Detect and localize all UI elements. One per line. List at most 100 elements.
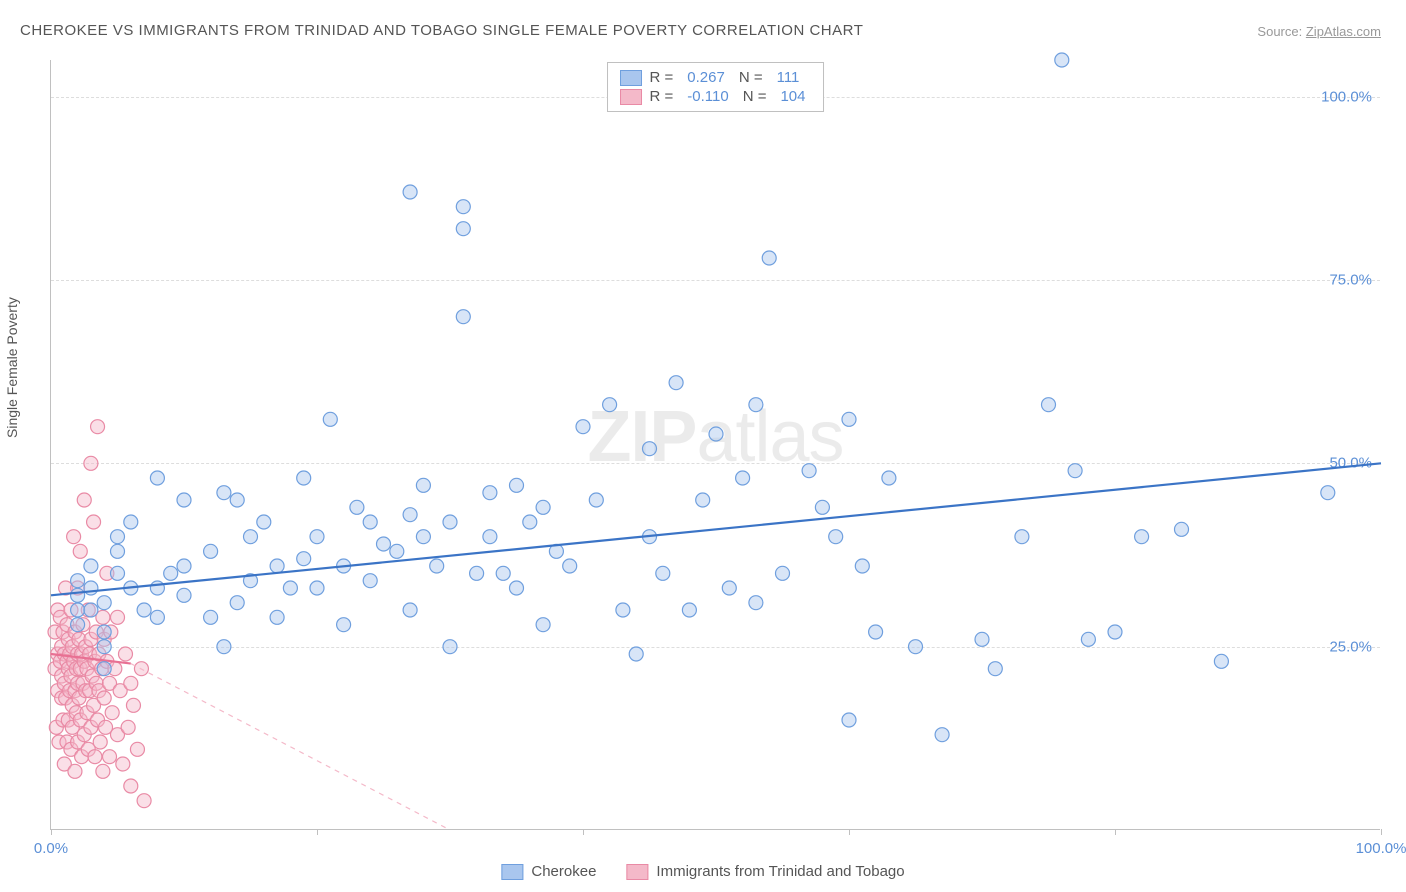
scatter-point (270, 610, 284, 624)
scatter-point (483, 486, 497, 500)
scatter-point (137, 794, 151, 808)
scatter-point (1108, 625, 1122, 639)
scatter-point (749, 398, 763, 412)
scatter-point (88, 750, 102, 764)
scatter-point (456, 200, 470, 214)
scatter-plot-svg (51, 60, 1380, 829)
scatter-point (430, 559, 444, 573)
series-name-0: Cherokee (531, 863, 596, 880)
scatter-point (124, 779, 138, 793)
legend-row-series-1: R = -0.110 N = 104 (620, 88, 812, 105)
scatter-point (696, 493, 710, 507)
scatter-point (84, 603, 98, 617)
scatter-point (93, 735, 107, 749)
scatter-point (270, 559, 284, 573)
scatter-point (97, 691, 111, 705)
scatter-point (456, 222, 470, 236)
scatter-point (116, 757, 130, 771)
scatter-point (603, 398, 617, 412)
scatter-point (68, 764, 82, 778)
scatter-point (643, 442, 657, 456)
scatter-point (842, 412, 856, 426)
scatter-point (510, 478, 524, 492)
scatter-point (855, 559, 869, 573)
legend-row-series-0: R = 0.267 N = 111 (620, 69, 812, 86)
scatter-point (71, 618, 85, 632)
plot-area: 25.0%50.0%75.0%100.0%0.0%100.0% ZIPatlas… (50, 60, 1380, 830)
scatter-point (1214, 654, 1228, 668)
scatter-point (137, 603, 151, 617)
scatter-point (736, 471, 750, 485)
scatter-point (1055, 53, 1069, 67)
source-attribution: Source: ZipAtlas.com (1257, 24, 1381, 39)
scatter-point (1042, 398, 1056, 412)
scatter-point (71, 603, 85, 617)
scatter-point (909, 640, 923, 654)
scatter-point (91, 420, 105, 434)
scatter-point (310, 581, 324, 595)
scatter-point (616, 603, 630, 617)
scatter-point (97, 640, 111, 654)
scatter-point (177, 493, 191, 507)
scatter-point (310, 530, 324, 544)
scatter-point (403, 508, 417, 522)
scatter-point (337, 618, 351, 632)
source-link[interactable]: ZipAtlas.com (1306, 24, 1381, 39)
scatter-point (1015, 530, 1029, 544)
scatter-point (975, 632, 989, 646)
scatter-point (629, 647, 643, 661)
scatter-point (297, 471, 311, 485)
scatter-point (377, 537, 391, 551)
scatter-point (536, 618, 550, 632)
scatter-point (829, 530, 843, 544)
scatter-point (988, 662, 1002, 676)
scatter-point (244, 530, 258, 544)
scatter-point (523, 515, 537, 529)
series-legend: Cherokee Immigrants from Trinidad and To… (501, 863, 904, 880)
scatter-point (150, 581, 164, 595)
scatter-point (71, 588, 85, 602)
scatter-point (97, 596, 111, 610)
scatter-point (111, 530, 125, 544)
scatter-point (177, 559, 191, 573)
scatter-point (1175, 522, 1189, 536)
trendline-extension (131, 664, 450, 830)
chart-title: CHEROKEE VS IMMIGRANTS FROM TRINIDAD AND… (20, 22, 863, 39)
scatter-point (84, 456, 98, 470)
scatter-point (709, 427, 723, 441)
scatter-point (589, 493, 603, 507)
scatter-point (150, 471, 164, 485)
scatter-point (164, 566, 178, 580)
scatter-point (177, 588, 191, 602)
scatter-point (656, 566, 670, 580)
legend-swatch-0 (620, 70, 642, 86)
scatter-point (97, 625, 111, 639)
scatter-point (121, 720, 135, 734)
scatter-point (204, 544, 218, 558)
scatter-point (815, 500, 829, 514)
n-value-0: 111 (777, 69, 800, 86)
scatter-point (124, 515, 138, 529)
scatter-point (536, 500, 550, 514)
scatter-point (443, 640, 457, 654)
stats-legend-box: R = 0.267 N = 111 R = -0.110 N = 104 (607, 62, 825, 112)
r-value-1: -0.110 (687, 88, 728, 105)
correlation-chart-container: CHEROKEE VS IMMIGRANTS FROM TRINIDAD AND… (0, 0, 1406, 892)
legend-item-0: Cherokee (501, 863, 596, 880)
scatter-point (257, 515, 271, 529)
y-axis-label: Single Female Poverty (4, 297, 20, 438)
scatter-point (297, 552, 311, 566)
scatter-point (118, 647, 132, 661)
scatter-point (483, 530, 497, 544)
scatter-point (749, 596, 763, 610)
scatter-point (105, 706, 119, 720)
scatter-point (217, 640, 231, 654)
scatter-point (84, 559, 98, 573)
n-value-1: 104 (780, 88, 805, 105)
scatter-point (111, 566, 125, 580)
scatter-point (150, 610, 164, 624)
scatter-point (682, 603, 696, 617)
scatter-point (71, 574, 85, 588)
scatter-point (111, 544, 125, 558)
scatter-point (1321, 486, 1335, 500)
